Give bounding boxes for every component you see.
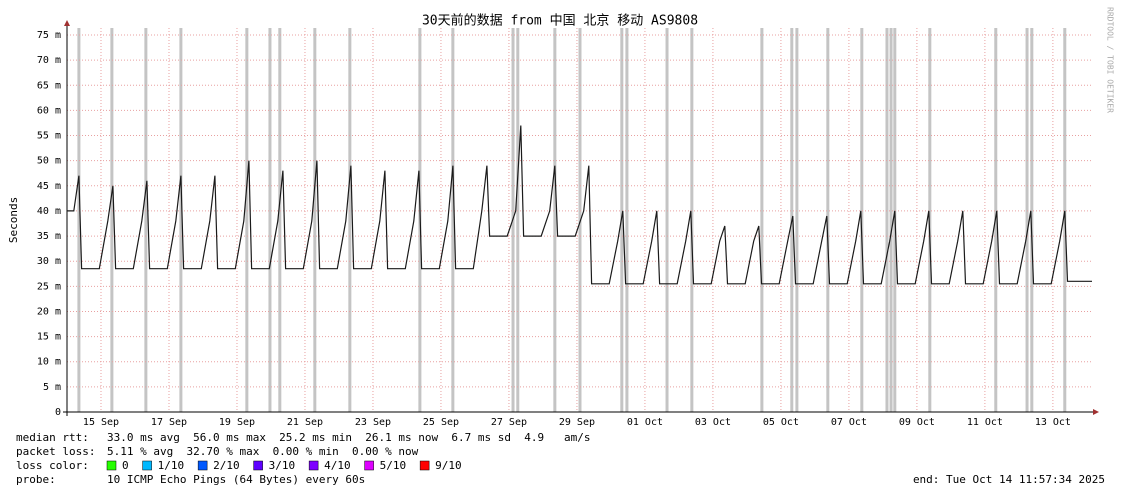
legend-label: 4/10 bbox=[324, 459, 351, 472]
legend-label: 9/10 bbox=[435, 459, 462, 472]
loss-bar bbox=[348, 28, 352, 412]
legend-label: 2/10 bbox=[213, 459, 240, 472]
x-tick-label: 11 Oct bbox=[967, 417, 1003, 428]
end-time: end: Tue Oct 14 11:57:34 2025 bbox=[913, 473, 1105, 486]
loss-bar bbox=[179, 28, 183, 412]
x-tick-label: 17 Sep bbox=[151, 417, 187, 428]
legend-swatch bbox=[308, 460, 319, 471]
x-tick-label: 27 Sep bbox=[491, 417, 527, 428]
loss-bar bbox=[313, 28, 317, 412]
y-tick-label: 40 m bbox=[37, 206, 61, 217]
y-tick-label: 10 m bbox=[37, 357, 61, 368]
x-tick-label: 19 Sep bbox=[219, 417, 255, 428]
loss-bar bbox=[885, 28, 889, 412]
x-tick-label: 03 Oct bbox=[695, 417, 731, 428]
loss-bar bbox=[1030, 28, 1034, 412]
loss-bar bbox=[245, 28, 249, 412]
x-tick-label: 01 Oct bbox=[627, 417, 663, 428]
loss-bar bbox=[451, 28, 455, 412]
y-tick-label: 50 m bbox=[37, 156, 61, 167]
loss-bar bbox=[278, 28, 282, 412]
loss-bar bbox=[928, 28, 932, 412]
loss-bar bbox=[77, 28, 81, 412]
loss-bar bbox=[860, 28, 864, 412]
y-tick-label: 30 m bbox=[37, 256, 61, 267]
legend-label: 1/10 bbox=[158, 459, 185, 472]
y-tick-label: 65 m bbox=[37, 80, 61, 91]
y-tick-label: 15 m bbox=[37, 332, 61, 343]
loss-bar bbox=[268, 28, 272, 412]
y-tick-label: 0 bbox=[55, 407, 61, 418]
loss-bar bbox=[110, 28, 114, 412]
legend-label: 5/10 bbox=[380, 459, 407, 472]
legend-swatch bbox=[364, 460, 374, 471]
axis-arrow bbox=[1093, 409, 1099, 415]
x-tick-label: 21 Sep bbox=[287, 417, 323, 428]
stats-label: median rtt: bbox=[16, 431, 89, 444]
legend-swatch bbox=[253, 460, 263, 471]
x-tick-label: 15 Sep bbox=[83, 417, 119, 428]
loss-bar bbox=[553, 28, 557, 412]
loss-bar bbox=[625, 28, 629, 412]
y-tick-label: 70 m bbox=[37, 55, 61, 66]
y-tick-label: 60 m bbox=[37, 105, 61, 116]
legend-swatch bbox=[106, 460, 117, 471]
loss-bar bbox=[144, 28, 148, 412]
loss-bar bbox=[1025, 28, 1029, 412]
chart-title: 30天前的数据 from 中国 北京 移动 AS9808 bbox=[422, 13, 698, 29]
probe-label: probe: bbox=[16, 473, 56, 486]
stats-text: 5.11 % avg 32.70 % max 0.00 % min 0.00 %… bbox=[107, 445, 419, 458]
loss-bar bbox=[516, 28, 520, 412]
x-tick-label: 13 Oct bbox=[1035, 417, 1071, 428]
legend-swatch bbox=[142, 460, 152, 471]
probe-text: 10 ICMP Echo Pings (64 Bytes) every 60s bbox=[107, 473, 365, 486]
stats-text: 33.0 ms avg 56.0 ms max 25.2 ms min 26.1… bbox=[107, 431, 590, 444]
loss-bar bbox=[690, 28, 694, 412]
loss-bar bbox=[795, 28, 799, 412]
legend-swatch bbox=[197, 460, 208, 471]
loss-bar bbox=[826, 28, 830, 412]
y-tick-label: 75 m bbox=[37, 30, 61, 41]
x-tick-label: 09 Oct bbox=[899, 417, 935, 428]
y-tick-label: 20 m bbox=[37, 306, 61, 317]
loss-bar bbox=[665, 28, 669, 412]
median-line bbox=[67, 125, 1092, 285]
y-axis-label: Seconds bbox=[7, 197, 20, 243]
x-tick-label: 05 Oct bbox=[763, 417, 799, 428]
loss-bar bbox=[760, 28, 764, 412]
watermark: RRDTOOL / TOBI OETIKER bbox=[1106, 7, 1115, 113]
legend-label: 0 bbox=[122, 459, 129, 472]
legend-label: loss color: bbox=[16, 459, 89, 472]
axis-arrow bbox=[64, 20, 70, 26]
legend-swatch bbox=[419, 460, 430, 471]
loss-bar bbox=[889, 28, 893, 412]
y-tick-label: 55 m bbox=[37, 131, 61, 142]
x-tick-label: 25 Sep bbox=[423, 417, 459, 428]
legend-label: 3/10 bbox=[269, 459, 296, 472]
x-tick-label: 23 Sep bbox=[355, 417, 391, 428]
x-tick-label: 07 Oct bbox=[831, 417, 867, 428]
y-tick-label: 45 m bbox=[37, 181, 61, 192]
stats-label: packet loss: bbox=[16, 445, 95, 458]
y-tick-label: 5 m bbox=[43, 382, 61, 393]
y-tick-label: 25 m bbox=[37, 281, 61, 292]
x-tick-label: 29 Sep bbox=[559, 417, 595, 428]
y-tick-label: 35 m bbox=[37, 231, 61, 242]
